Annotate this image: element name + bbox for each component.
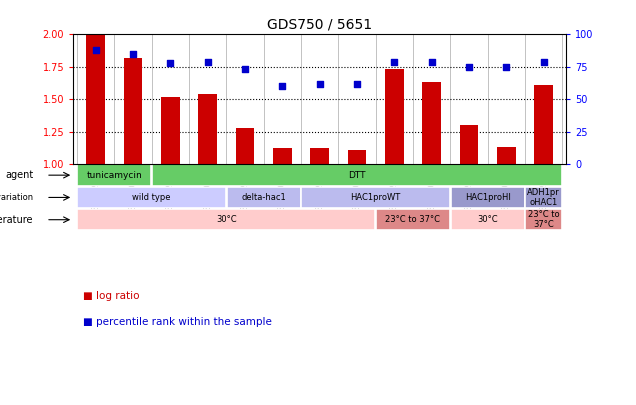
Bar xyxy=(86,34,105,164)
Bar xyxy=(451,209,525,230)
Bar xyxy=(123,58,142,164)
Text: HAC1proWT: HAC1proWT xyxy=(350,193,401,202)
Bar xyxy=(301,187,450,208)
Text: genotype/variation: genotype/variation xyxy=(0,193,34,202)
Text: 23°C to
37°C: 23°C to 37°C xyxy=(528,210,560,229)
Bar xyxy=(161,97,179,164)
Text: tunicamycin: tunicamycin xyxy=(86,171,142,180)
Bar xyxy=(152,164,562,186)
Bar xyxy=(422,82,441,164)
Text: 30°C: 30°C xyxy=(477,215,498,224)
Text: delta-hac1: delta-hac1 xyxy=(241,193,286,202)
Point xyxy=(315,81,325,87)
Bar xyxy=(77,164,151,186)
Bar xyxy=(310,149,329,164)
Bar xyxy=(226,187,301,208)
Text: ■ percentile rank within the sample: ■ percentile rank within the sample xyxy=(83,317,272,327)
Point xyxy=(165,60,176,66)
Point xyxy=(240,66,250,72)
Bar xyxy=(525,209,562,230)
Bar xyxy=(198,94,217,164)
Bar xyxy=(451,187,525,208)
Text: agent: agent xyxy=(6,170,34,180)
Bar xyxy=(385,69,404,164)
Bar xyxy=(460,125,478,164)
Point xyxy=(352,81,362,87)
Title: GDS750 / 5651: GDS750 / 5651 xyxy=(267,18,372,32)
Point xyxy=(389,58,399,65)
Bar xyxy=(235,128,254,164)
Point xyxy=(202,58,212,65)
Point xyxy=(277,83,287,90)
Text: temperature: temperature xyxy=(0,215,34,225)
Bar xyxy=(77,187,226,208)
Text: ■ log ratio: ■ log ratio xyxy=(83,291,139,301)
Text: 30°C: 30°C xyxy=(216,215,237,224)
Text: wild type: wild type xyxy=(132,193,171,202)
Point xyxy=(128,51,138,57)
Bar xyxy=(273,149,291,164)
Bar xyxy=(525,187,562,208)
Point xyxy=(539,58,549,65)
Point xyxy=(427,58,437,65)
Bar xyxy=(77,209,375,230)
Point xyxy=(464,64,474,70)
Text: 23°C to 37°C: 23°C to 37°C xyxy=(385,215,441,224)
Text: DTT: DTT xyxy=(348,171,366,180)
Text: ADH1pr
oHAC1: ADH1pr oHAC1 xyxy=(527,188,560,207)
Text: HAC1proHI: HAC1proHI xyxy=(465,193,511,202)
Bar xyxy=(497,147,516,164)
Bar xyxy=(376,209,450,230)
Bar xyxy=(534,85,553,164)
Point xyxy=(501,64,511,70)
Bar xyxy=(348,150,366,164)
Point xyxy=(90,47,100,53)
